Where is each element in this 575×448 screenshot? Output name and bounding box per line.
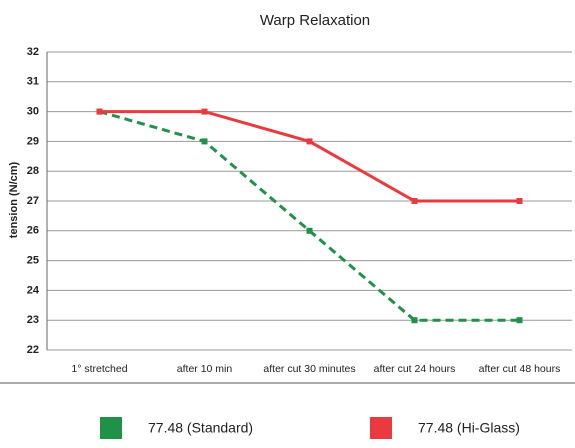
y-tick-label: 25 (27, 255, 39, 267)
legend-swatch (370, 417, 392, 439)
y-tick-label: 24 (27, 284, 40, 296)
x-tick-label: 1° stretched (71, 363, 127, 375)
x-tick-label: after cut 24 hours (374, 363, 456, 375)
y-tick-label: 23 (27, 314, 39, 326)
marker (96, 108, 103, 115)
legend-label: 77.48 (Hi-Glass) (418, 420, 520, 436)
marker (201, 138, 208, 145)
y-tick-label: 31 (27, 76, 39, 88)
x-tick-label: after cut 30 minutes (263, 363, 355, 375)
y-tick-label: 27 (27, 195, 39, 207)
marker (306, 227, 313, 234)
x-tick-label: after 10 min (177, 363, 233, 375)
marker (411, 317, 418, 324)
chart-title: Warp Relaxation (260, 12, 370, 29)
marker (411, 198, 418, 204)
marker (516, 198, 523, 204)
series-line (99, 110, 520, 203)
legend-label: 77.48 (Standard) (148, 420, 253, 436)
x-tick-label: after cut 48 hours (479, 363, 561, 375)
y-tick-label: 29 (27, 135, 39, 147)
marker (516, 317, 523, 324)
y-axis-label: tension (N/cm) (8, 161, 20, 238)
y-tick-label: 22 (27, 344, 39, 356)
marker (306, 138, 313, 145)
y-tick-label: 28 (27, 165, 39, 177)
y-tick-label: 26 (27, 225, 39, 237)
y-tick-label: 32 (27, 46, 39, 58)
y-tick-label: 30 (27, 106, 39, 118)
legend-swatch (100, 417, 122, 439)
marker (201, 108, 208, 115)
